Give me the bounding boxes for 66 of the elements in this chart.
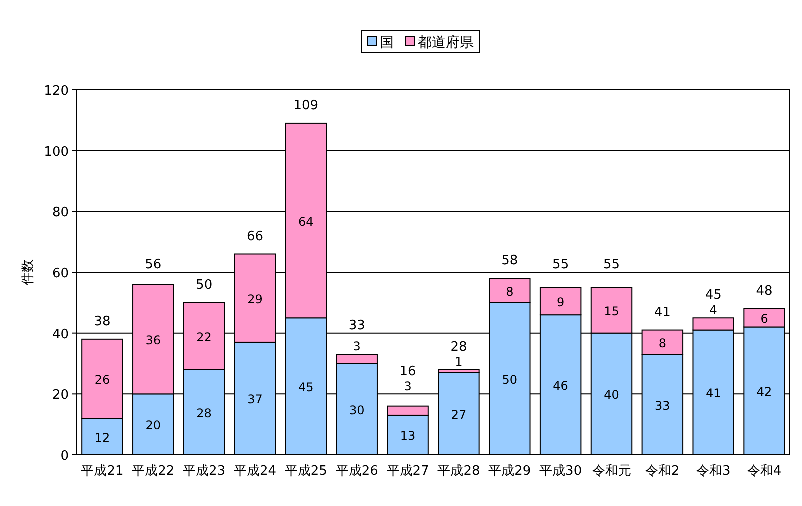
x-tick-label: 平成30	[540, 464, 582, 479]
total-label: 56	[145, 258, 162, 273]
y-tick-label: 0	[60, 449, 69, 464]
x-tick-label: 平成22	[132, 464, 175, 479]
data-label: 42	[756, 385, 772, 400]
data-label: 37	[248, 392, 263, 407]
total-label: 109	[294, 98, 319, 114]
x-tick-label: 平成25	[284, 464, 328, 479]
data-label: 30	[349, 403, 365, 418]
data-label: 41	[706, 386, 722, 401]
total-label: 55	[603, 258, 620, 273]
data-label: 40	[604, 388, 620, 402]
x-tick-label: 平成29	[488, 464, 532, 479]
data-label: 26	[94, 372, 110, 387]
data-label: 3	[353, 340, 361, 354]
x-tick-label: 令和4	[747, 464, 782, 479]
y-tick-label: 20	[52, 388, 69, 404]
y-tick-label: 120	[44, 84, 69, 99]
data-label: 12	[94, 430, 110, 445]
data-label: 22	[196, 330, 212, 344]
data-label: 20	[146, 418, 162, 433]
data-label: 3	[404, 379, 412, 394]
data-label: 8	[506, 284, 514, 299]
data-label: 36	[146, 333, 162, 348]
data-label: 13	[400, 429, 416, 444]
data-label: 15	[604, 304, 620, 319]
data-label: 9	[557, 295, 565, 310]
x-tick-label: 平成26	[336, 464, 378, 479]
data-label: 64	[298, 214, 314, 229]
y-tick-label: 80	[52, 206, 69, 221]
total-label: 28	[450, 340, 468, 355]
data-label: 27	[451, 408, 467, 422]
data-label: 33	[655, 398, 670, 413]
total-label: 41	[654, 305, 671, 320]
total-label: 38	[94, 314, 111, 330]
x-tick-label: 令和3	[696, 464, 731, 479]
total-label: 33	[348, 318, 366, 334]
legend-label: 国	[380, 35, 394, 51]
total-label: 58	[502, 254, 518, 269]
x-tick-label: 平成27	[386, 464, 430, 479]
data-label: 1	[455, 354, 463, 369]
data-label: 45	[298, 380, 314, 395]
total-label: 48	[756, 284, 773, 299]
x-tick-label: 平成23	[183, 464, 226, 479]
y-tick-label: 60	[52, 266, 69, 282]
x-tick-label: 平成24	[234, 464, 277, 479]
data-label: 6	[760, 312, 768, 326]
total-label: 50	[196, 278, 213, 293]
data-label: 46	[553, 379, 568, 394]
data-label: 50	[502, 372, 518, 387]
legend-label: 都道府県	[418, 35, 474, 51]
total-label: 66	[246, 229, 264, 244]
y-tick-label: 40	[52, 327, 69, 342]
y-axis-title: 件数	[21, 260, 36, 286]
x-tick-label: 平成28	[438, 464, 480, 479]
data-label: 4	[710, 303, 718, 318]
x-tick-label: 令和2	[646, 464, 680, 479]
total-label: 45	[705, 288, 722, 304]
y-tick-label: 100	[44, 144, 69, 160]
data-label: 28	[196, 406, 212, 420]
x-tick-label: 令和元	[592, 464, 632, 479]
x-tick-label: 平成21	[81, 464, 124, 479]
data-label: 8	[658, 336, 666, 350]
total-label: 55	[552, 258, 570, 273]
total-label: 16	[400, 364, 416, 380]
data-label: 29	[248, 292, 263, 306]
